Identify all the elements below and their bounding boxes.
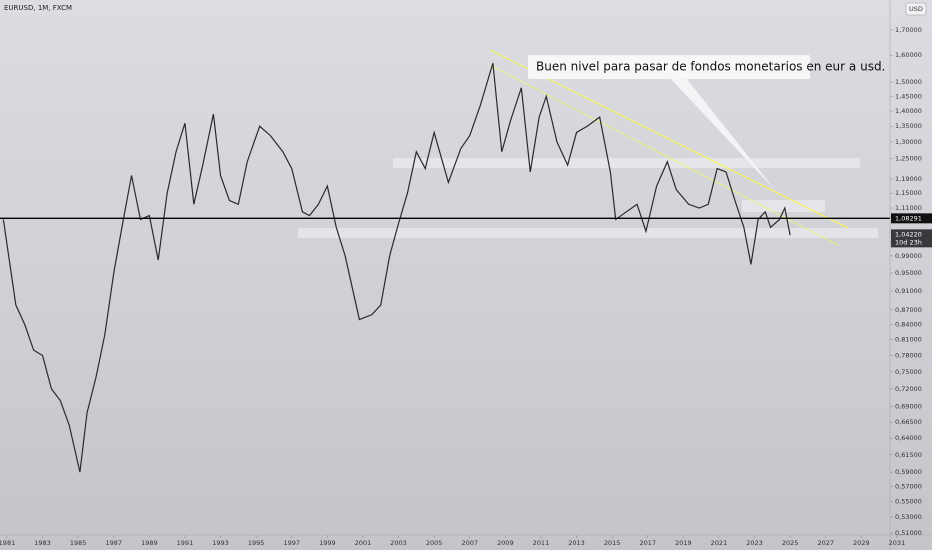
plot: 1,70000 1,60000 1,50000 1,45000 1,40000 1,350… <box>0 26 932 547</box>
x-tick-label: 2023 <box>746 539 763 547</box>
y-tick-label: 1,70000 <box>895 26 922 34</box>
x-tick-label: 2007 <box>461 539 478 547</box>
y-tick-label: 1,60000 <box>895 51 922 59</box>
x-tick-label: 2009 <box>497 539 514 547</box>
x-tick-label: 2027 <box>817 539 834 547</box>
y-tick-label: 1,25000 <box>895 154 922 162</box>
x-tick-label: 1985 <box>70 539 87 547</box>
x-tick-label: 2011 <box>533 539 550 547</box>
x-tick-label: 2013 <box>568 539 585 547</box>
zone <box>298 228 878 238</box>
y-tick-label: 0,66500 <box>895 418 922 426</box>
y-tick-label: 1,19000 <box>895 175 922 183</box>
y-tick-label: 0,84000 <box>895 320 922 328</box>
x-tick-label: 2021 <box>711 539 728 547</box>
currency[interactable]: USD <box>909 5 923 13</box>
trendline <box>489 64 839 246</box>
price-tag-label: 1,08291 <box>895 214 922 222</box>
x-tick-label: 2001 <box>355 539 372 547</box>
y-tick-label: 1,11000 <box>895 204 922 212</box>
x-tick-label: 2015 <box>604 539 621 547</box>
y-tick-label: 0,57000 <box>895 483 922 491</box>
zone <box>742 200 825 212</box>
x-tick-label: 1993 <box>212 539 229 547</box>
x-tick-label: 1989 <box>141 539 158 547</box>
last-price-label: 1,04220 <box>895 230 922 238</box>
y-tick-label: 0,53000 <box>895 513 922 521</box>
x-tick-label: 2019 <box>675 539 692 547</box>
last-price-tag <box>891 229 932 248</box>
y-tick-label: 0,99000 <box>895 252 922 260</box>
currency-button[interactable] <box>905 2 927 16</box>
y-tick-label: 0,51000 <box>895 529 922 537</box>
y-tick-label: 0,91000 <box>895 287 922 295</box>
callout-pointer <box>670 78 775 190</box>
x-tick-label: 1997 <box>283 539 300 547</box>
y-tick-label: 0,95000 <box>895 269 922 277</box>
y-tick-label: 0,87000 <box>895 306 922 314</box>
y-tick-label: 0,75000 <box>895 368 922 376</box>
price-tag <box>891 213 932 224</box>
x-tick-label: 2005 <box>426 539 443 547</box>
x-tick-label: 1995 <box>248 539 265 547</box>
y-tick-label: 0,81000 <box>895 336 922 344</box>
x-tick-label: 2025 <box>782 539 799 547</box>
y-tick-label: 1,35000 <box>895 122 922 130</box>
y-tick-label: 0,78000 <box>895 351 922 359</box>
x-tick-label: 2029 <box>853 539 870 547</box>
x-tick-label: 1981 <box>0 539 15 547</box>
annotation: Buen nivel para pasar de fondos monetari… <box>536 60 885 74</box>
annotation-box <box>528 55 810 79</box>
price-line <box>2 62 791 473</box>
y-tick-label: 0,69000 <box>895 403 922 411</box>
x-tick-label: 1983 <box>34 539 51 547</box>
x-tick-label: 1999 <box>319 539 336 547</box>
chart-title: EURUSD, 1M, FXCM <box>4 4 72 12</box>
y-tick-label: 1,40000 <box>895 107 922 115</box>
x-tick-label: 2031 <box>889 539 906 547</box>
y-tick-label: 1,30000 <box>895 138 922 146</box>
x-tick-label: 1991 <box>177 539 194 547</box>
y-tick-label: 1,15000 <box>895 189 922 197</box>
y-tick-label: 0,55000 <box>895 497 922 505</box>
x-tick-label: 1987 <box>105 539 122 547</box>
x-tick-label: 2003 <box>390 539 407 547</box>
y-tick-label: 0,72000 <box>895 385 922 393</box>
zone <box>393 158 860 168</box>
x-tick-label: 2017 <box>639 539 656 547</box>
y-tick-label: 0,64000 <box>895 434 922 442</box>
countdown: 10d 23h <box>895 238 922 246</box>
y-tick-label: 0,59000 <box>895 468 922 476</box>
y-tick-label: 1,45000 <box>895 92 922 100</box>
y-tick-label: 1,50000 <box>895 78 922 86</box>
y-tick-label: 0,61500 <box>895 451 922 459</box>
trendline <box>489 49 849 229</box>
